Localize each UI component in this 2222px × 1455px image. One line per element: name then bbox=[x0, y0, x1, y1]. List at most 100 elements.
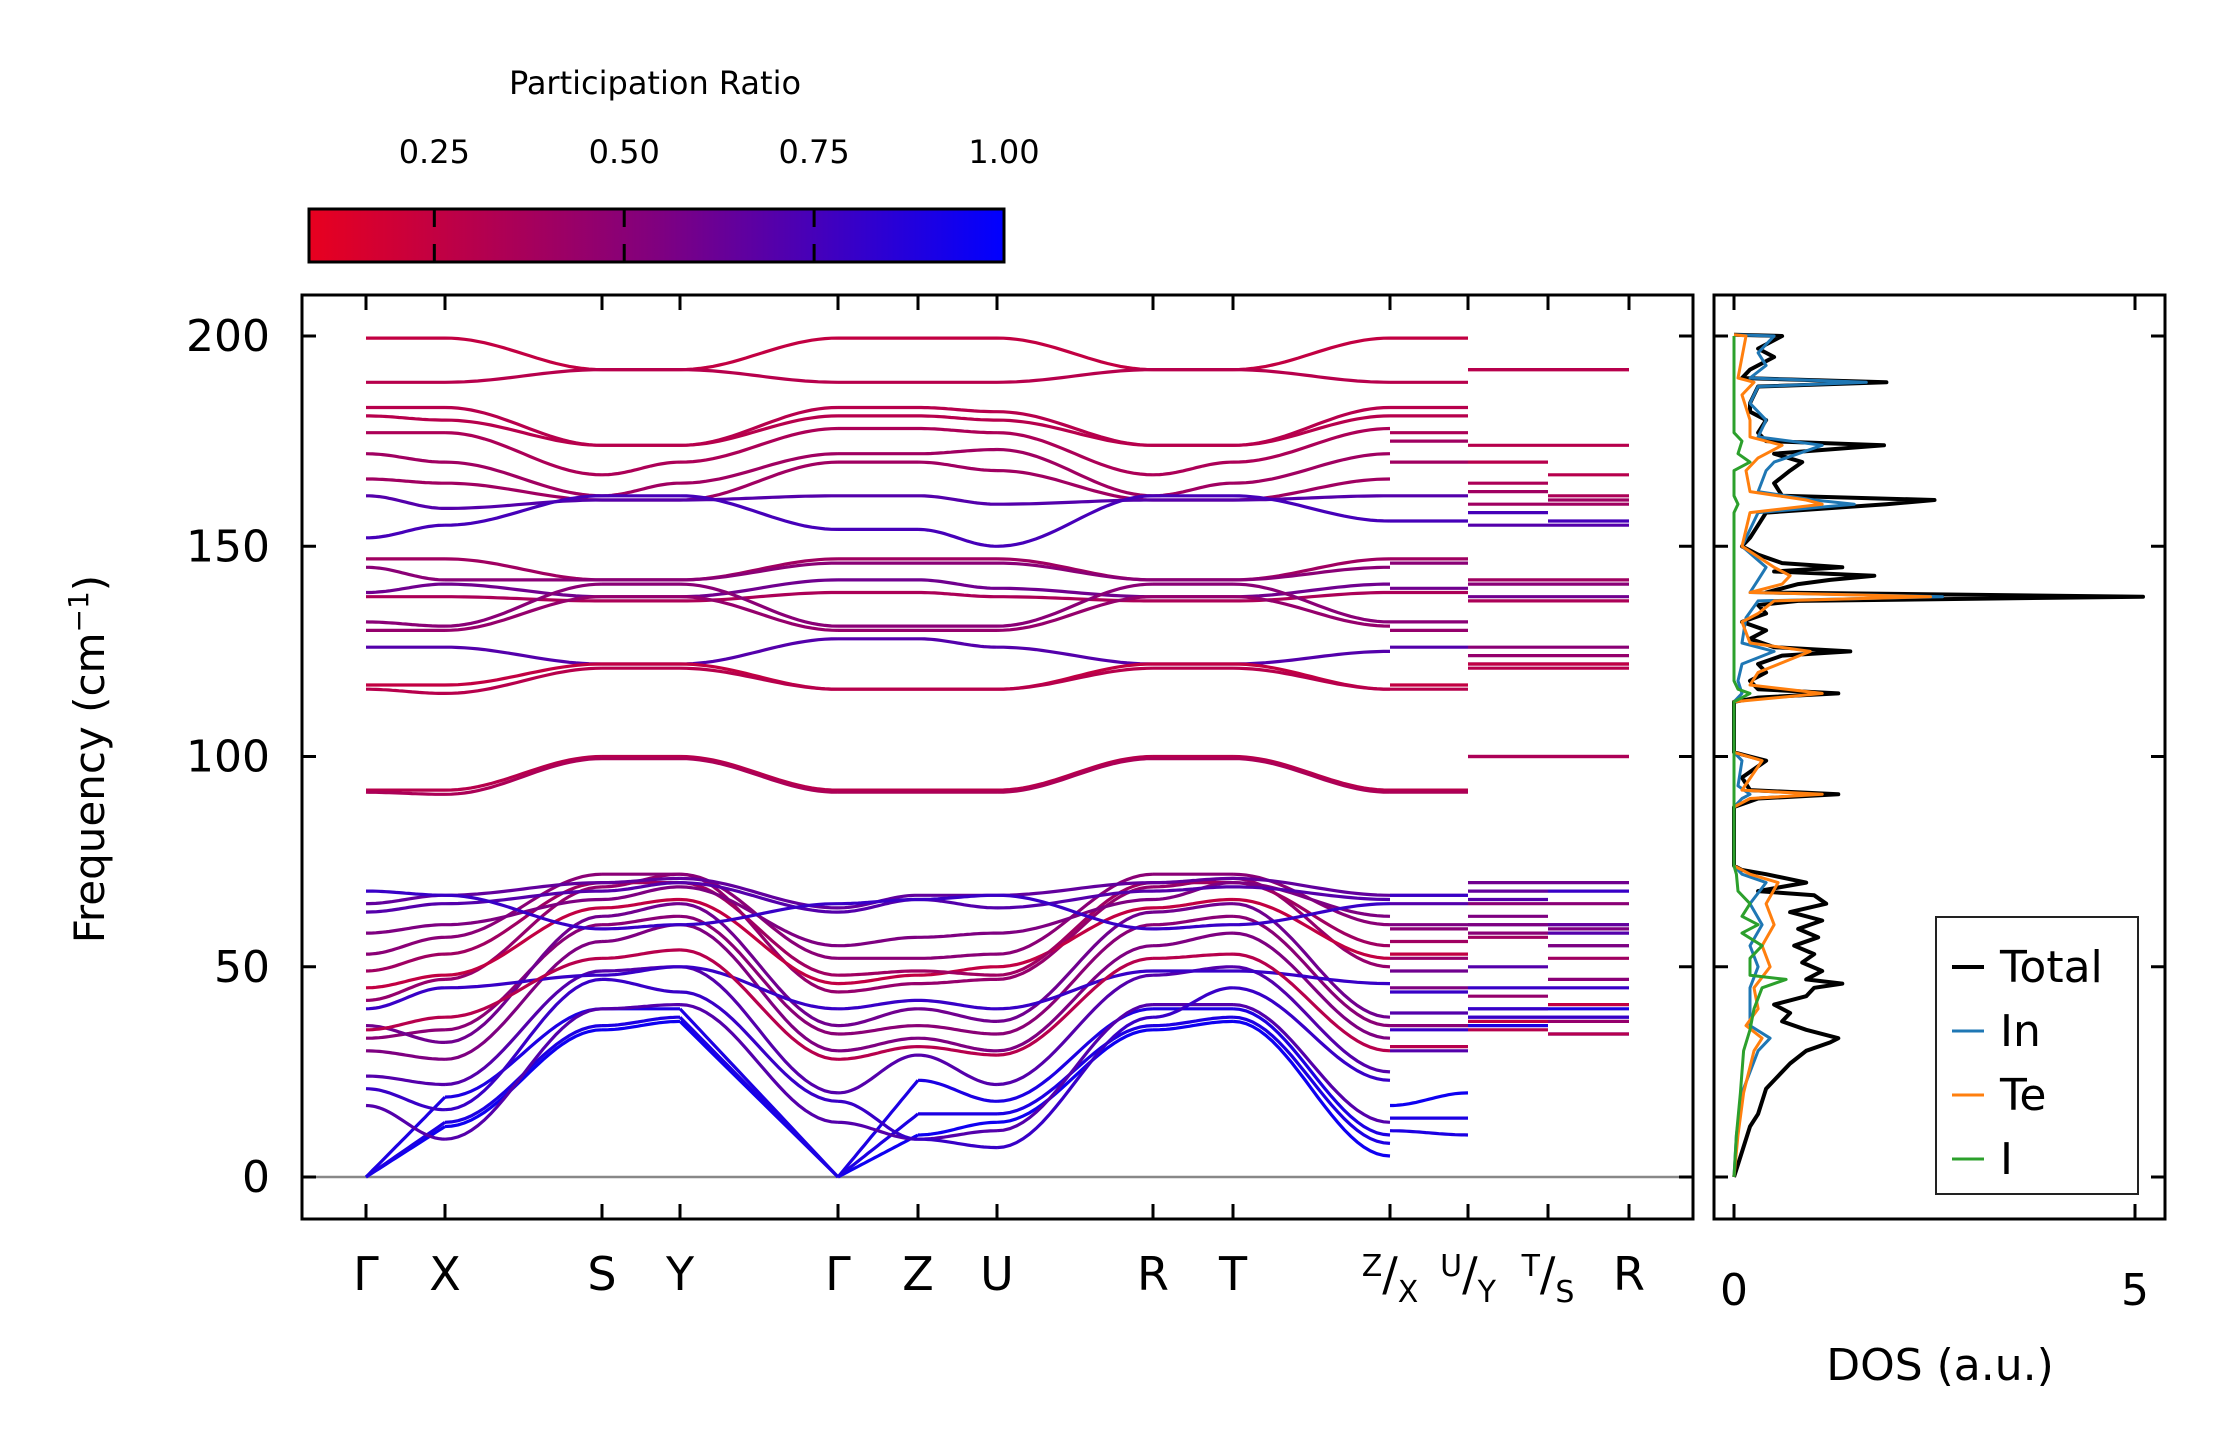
band-17-segment bbox=[996, 666, 1154, 691]
y-tick-label: 0 bbox=[242, 1152, 270, 1203]
band-31-segment bbox=[444, 881, 603, 956]
band-32-segment bbox=[444, 872, 603, 939]
band-1-segment bbox=[444, 368, 603, 384]
band-36-segment bbox=[679, 902, 839, 927]
band-20-segment bbox=[602, 1019, 681, 1032]
band-37-segment bbox=[918, 998, 997, 1011]
band-10-segment bbox=[1232, 565, 1390, 582]
band-24-segment bbox=[365, 1087, 446, 1112]
band-38-segment bbox=[602, 948, 681, 960]
band-0-segment bbox=[996, 336, 1154, 372]
band-13-segment bbox=[1232, 582, 1391, 624]
band-26-segment bbox=[996, 944, 1154, 1053]
band-11-segment bbox=[918, 578, 997, 590]
y-axis-label-close: ) bbox=[65, 575, 114, 591]
k-point-label: U bbox=[980, 1247, 1014, 1301]
band-28-segment bbox=[1152, 902, 1233, 914]
band-25-segment bbox=[996, 973, 1154, 1087]
band-34-segment bbox=[996, 889, 1153, 910]
k-point-label: S bbox=[587, 1247, 616, 1301]
band-28-segment bbox=[444, 914, 603, 1044]
band-37-segment bbox=[1233, 969, 1391, 986]
band-3-segment bbox=[1232, 414, 1391, 447]
legend-label: I bbox=[2000, 1134, 2013, 1185]
band-1-segment bbox=[679, 368, 839, 384]
colorbar-tick-label: 1.00 bbox=[968, 133, 1039, 171]
band-25-segment bbox=[917, 1053, 998, 1087]
band-15-segment bbox=[918, 637, 998, 649]
band-28-segment bbox=[837, 1007, 919, 1028]
band-21-segment bbox=[602, 1015, 680, 1028]
band-24-segment bbox=[1232, 986, 1391, 1082]
band-22-segment bbox=[836, 1079, 920, 1179]
band-15-segment bbox=[679, 637, 839, 666]
band-14-segment bbox=[996, 595, 1154, 632]
band-12-segment bbox=[918, 590, 997, 599]
band-25-segment bbox=[837, 1053, 919, 1095]
y-tick-label: 100 bbox=[186, 732, 270, 783]
band-37-segment bbox=[444, 973, 602, 990]
colorbar: Participation Ratio 0.25 0.50 0.75 1.00 bbox=[307, 64, 1040, 264]
band-22-segment bbox=[917, 1078, 998, 1103]
band-29-segment bbox=[837, 982, 918, 994]
band-22-segment bbox=[1232, 1007, 1391, 1137]
band-20-segment bbox=[1153, 1019, 1234, 1032]
k-label-slash: / bbox=[1462, 1247, 1478, 1301]
band-17-segment bbox=[679, 666, 839, 691]
dos-series-in bbox=[1732, 333, 1944, 1178]
band-24-segment bbox=[602, 977, 681, 994]
band-8-segment bbox=[444, 494, 603, 527]
band-34-segment bbox=[1233, 885, 1391, 902]
band-23-segment bbox=[602, 1003, 680, 1011]
band-2-segment bbox=[1232, 405, 1391, 447]
band-27-segment bbox=[996, 923, 1154, 1036]
colorbar-tick-label: 0.75 bbox=[778, 133, 849, 171]
band-0-segment bbox=[444, 336, 603, 372]
k-label-slash: / bbox=[1540, 1247, 1556, 1301]
k-label-sup: Z bbox=[1362, 1249, 1383, 1284]
band-35-segment bbox=[602, 876, 681, 885]
band-36-segment bbox=[838, 897, 918, 906]
band-15-segment bbox=[445, 645, 603, 666]
band-5-segment bbox=[1152, 481, 1233, 498]
band-17-segment bbox=[366, 687, 445, 695]
k-point-label: Z/X bbox=[1362, 1247, 1419, 1310]
band-4-segment bbox=[601, 460, 681, 477]
band-3-segment bbox=[918, 414, 997, 422]
band-36-segment bbox=[602, 923, 680, 931]
band-8-segment bbox=[1232, 494, 1391, 523]
band-31-segment bbox=[996, 881, 1154, 977]
y-tick-label: 50 bbox=[214, 942, 270, 993]
band-24-segment bbox=[918, 1137, 998, 1150]
legend-box bbox=[1935, 916, 2139, 1195]
band-6-segment bbox=[917, 460, 998, 473]
band-29-segment bbox=[679, 872, 839, 994]
band-36-segment bbox=[366, 889, 446, 897]
band-10-segment bbox=[366, 565, 446, 582]
band-18-segment bbox=[679, 754, 839, 792]
band-34-segment bbox=[1152, 885, 1233, 893]
band-33-segment bbox=[838, 935, 919, 948]
band-34-segment bbox=[601, 881, 681, 893]
band-13-segment bbox=[365, 620, 445, 628]
band-23-segment bbox=[679, 1003, 839, 1124]
band-20-segment bbox=[917, 1120, 998, 1137]
k-point-label: T/S bbox=[1521, 1247, 1575, 1310]
band-1-segment bbox=[996, 368, 1154, 384]
band-28-segment bbox=[917, 1007, 997, 1023]
dos-panel: 0 5 DOS (a.u.) Total In Te I bbox=[1712, 293, 2167, 1391]
band-29-segment bbox=[918, 977, 997, 986]
phonon-bands bbox=[364, 336, 1629, 1179]
band-4-segment bbox=[918, 426, 997, 435]
colorbar-gradient bbox=[307, 207, 1006, 264]
band-33-segment bbox=[601, 885, 680, 902]
band-4-segment bbox=[1232, 426, 1391, 464]
band-33-segment bbox=[1232, 881, 1391, 918]
band-28-segment bbox=[365, 1024, 445, 1044]
dos-series-te bbox=[1732, 333, 1932, 1178]
band-4-segment bbox=[1152, 460, 1234, 477]
band-30-segment bbox=[601, 897, 680, 910]
band-29-segment bbox=[365, 977, 446, 1002]
band-2-segment bbox=[679, 405, 839, 447]
